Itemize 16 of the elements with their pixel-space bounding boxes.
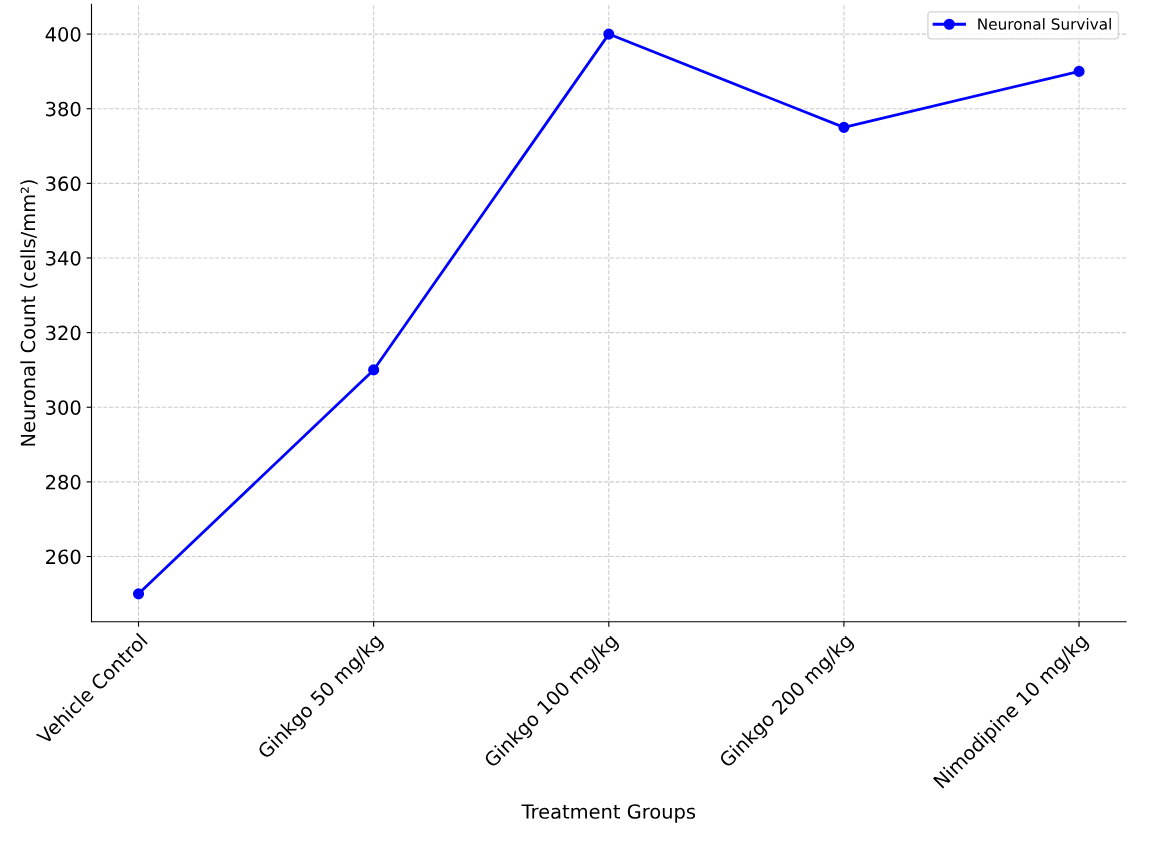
y-tick-label: 360 (46, 176, 81, 192)
y-tick-label: 300 (46, 400, 81, 415)
y-tick-label: 280 (46, 474, 81, 490)
point (368, 364, 380, 376)
y-tick-label: 320 (46, 325, 81, 341)
y-tick-label: 380 (46, 101, 81, 117)
point (1073, 65, 1085, 77)
x-axis-title: Treatment Groups (521, 804, 696, 823)
y-axis-title: Neuronal Count (cells/mm²) (20, 180, 38, 446)
y-tick-label: 260 (46, 549, 81, 565)
point (132, 588, 145, 600)
point (603, 28, 615, 40)
y-tick-label: 400 (45, 27, 81, 42)
y-tick-label: 340 (46, 250, 81, 266)
legend-label: Neuronal Survival (978, 17, 1111, 30)
point (838, 121, 850, 133)
